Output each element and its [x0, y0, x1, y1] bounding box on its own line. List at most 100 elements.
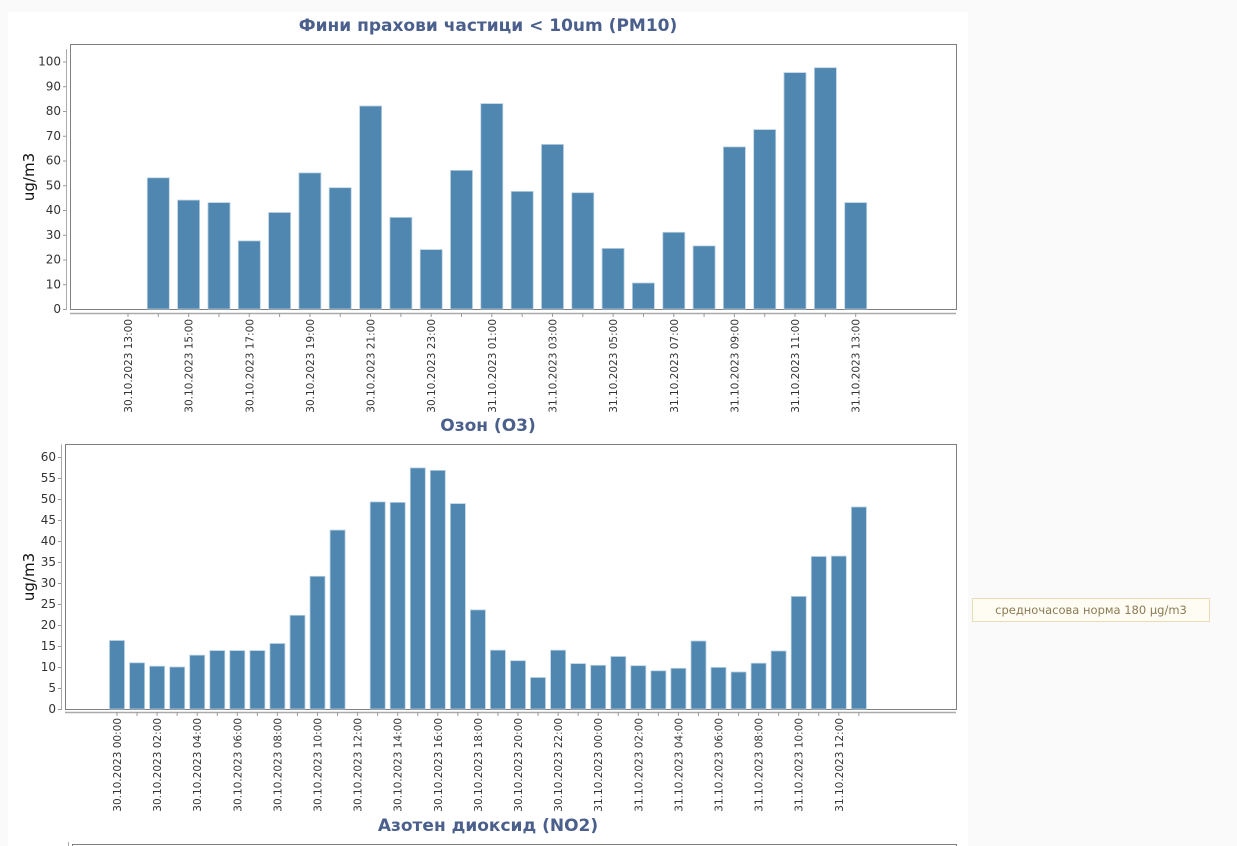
ozone-x-tick-label: 31.10.2023 06:00: [714, 718, 726, 812]
pm10-x-tick-label: 30.10.2023 21:00: [366, 319, 378, 413]
hourly-norm-note: средночасова норма 180 µg/m3: [972, 598, 1210, 622]
ozone-x-tick-label: 31.10.2023 10:00: [794, 718, 806, 812]
ozone-bar[interactable]: 30.10.2023 18:00: 23.6: [469, 609, 486, 710]
pm10-bar[interactable]: 30.10.2023 20:00: 49: [328, 187, 352, 310]
ozone-y-tick-label: 35: [41, 555, 56, 569]
pm10-bar[interactable]: 31.10.2023 02:00: 47.5: [510, 190, 534, 310]
ozone-y-tick-label: 10: [41, 660, 56, 674]
pm10-bar[interactable]: 31.10.2023 13:00: 43: [844, 202, 868, 310]
pm10-bar[interactable]: 31.10.2023 04:00: 47: [571, 192, 595, 310]
ozone-bar[interactable]: 31.10.2023 03:00: 9.1: [650, 670, 667, 710]
ozone-bar[interactable]: 31.10.2023 00:00: 10.4: [590, 664, 607, 710]
pm10-bar[interactable]: 31.10.2023 05:00: 24.5: [601, 247, 625, 310]
pm10-x-tick-label: 30.10.2023 13:00: [123, 319, 135, 413]
ozone-x-tick-label: 30.10.2023 02:00: [152, 718, 164, 812]
ozone-x-tick-label: 31.10.2023 02:00: [633, 718, 645, 812]
pm10-bar[interactable]: 30.10.2023 15:00: 44: [177, 199, 201, 310]
pm10-bar[interactable]: 31.10.2023 11:00: 95.5: [783, 72, 807, 310]
pm10-bar[interactable]: 31.10.2023 06:00: 10.5: [632, 282, 655, 310]
ozone-bar[interactable]: 30.10.2023 09:00: 22.3: [289, 614, 306, 710]
pm10-bar[interactable]: 31.10.2023 10:00: 72.5: [753, 129, 777, 310]
ozone-y-tick-label: 45: [41, 513, 56, 527]
pm10-bar[interactable]: 31.10.2023 01:00: 83: [480, 103, 504, 310]
pm10-x-tick-label: 30.10.2023 17:00: [244, 319, 256, 413]
pm10-bar[interactable]: 30.10.2023 17:00: 27.5: [237, 240, 261, 310]
ozone-x-tick-label: 31.10.2023 08:00: [754, 718, 766, 812]
pm10-bar[interactable]: 30.10.2023 16:00: 43: [207, 202, 231, 310]
pm10-y-tick-label: 90: [46, 79, 61, 93]
ozone-bar[interactable]: 31.10.2023 06:00: 9.9: [710, 667, 727, 710]
ozone-bar[interactable]: 30.10.2023 02:00: 10.2: [149, 665, 166, 710]
no2-chart-title: Азотен диоксид (NO2): [378, 816, 598, 836]
ozone-bar[interactable]: 30.10.2023 14:00: 49.2: [389, 501, 406, 710]
ozone-y-tick-label: 25: [41, 597, 56, 611]
ozone-bar[interactable]: 31.10.2023 04:00: 9.7: [670, 667, 687, 710]
ozone-x-tick-label: 31.10.2023 00:00: [593, 718, 605, 812]
pm10-bar[interactable]: 30.10.2023 18:00: 39: [268, 212, 292, 310]
ozone-bar[interactable]: 30.10.2023 17:00: 48.9: [449, 503, 466, 710]
ozone-bar[interactable]: 30.10.2023 20:00: 11.5: [510, 660, 526, 710]
ozone-y-tick-label: 0: [48, 702, 56, 716]
pm10-x-tick-label: 30.10.2023 19:00: [305, 319, 317, 413]
ozone-bar[interactable]: 30.10.2023 07:00: 13.9: [249, 650, 266, 710]
ozone-bar[interactable]: 30.10.2023 15:00: 57.4: [409, 467, 426, 710]
pm10-x-tick-label: 31.10.2023 09:00: [729, 319, 741, 413]
ozone-bar[interactable]: 30.10.2023 13:00: 49.3: [369, 501, 386, 710]
pm10-x-tick-label: 30.10.2023 15:00: [184, 319, 196, 413]
ozone-bar[interactable]: 31.10.2023 07:00: 8.8: [730, 671, 747, 710]
ozone-bar[interactable]: 31.10.2023 10:00: 26.8: [790, 596, 807, 710]
pm10-y-tick-label: 20: [46, 253, 61, 267]
pm10-x-tick-label: 31.10.2023 05:00: [608, 319, 620, 413]
pm10-bar[interactable]: 30.10.2023 19:00: 55: [298, 172, 322, 310]
ozone-bar[interactable]: 30.10.2023 01:00: 11: [129, 662, 146, 710]
pm10-bar[interactable]: 31.10.2023 08:00: 25.5: [692, 245, 716, 310]
ozone-bar[interactable]: 30.10.2023 03:00: 10: [169, 666, 186, 710]
ozone-bar[interactable]: 31.10.2023 13:00: 48.1: [851, 506, 867, 710]
pm10-y-tick-label: 70: [46, 129, 61, 143]
ozone-bar[interactable]: 30.10.2023 00:00: 16.3: [109, 640, 125, 710]
ozone-bar[interactable]: 31.10.2023 02:00: 10.3: [630, 665, 647, 710]
pm10-bar[interactable]: 30.10.2023 23:00: 24: [419, 249, 443, 310]
pm10-x-tick-label: 31.10.2023 11:00: [790, 319, 802, 413]
ozone-bar[interactable]: 30.10.2023 21:00: 7.5: [530, 677, 546, 710]
ozone-bar[interactable]: 31.10.2023 05:00: 16.2: [690, 640, 707, 710]
ozone-bar[interactable]: 31.10.2023 11:00: 36.3: [810, 556, 827, 710]
ozone-bar[interactable]: 30.10.2023 16:00: 56.8: [429, 469, 446, 710]
pm10-bar[interactable]: 30.10.2023 22:00: 37: [389, 216, 413, 310]
pm10-y-tick-label: 60: [46, 154, 61, 168]
ozone-x-tick-label: 31.10.2023 12:00: [834, 718, 846, 812]
pm10-chart: Фини прахови частици < 10um (PM10) ug/m3…: [20, 16, 957, 413]
ozone-bar[interactable]: 31.10.2023 08:00: 10.9: [750, 662, 767, 710]
ozone-bar[interactable]: 30.10.2023 05:00: 13.9: [209, 650, 226, 710]
pm10-bar[interactable]: 30.10.2023 21:00: 82: [359, 105, 383, 310]
pm10-bars: 30.10.2023 14:00: 53 30.10.2023 15:00: 44…: [146, 67, 868, 310]
ozone-bar[interactable]: 30.10.2023 04:00: 12.8: [189, 654, 206, 710]
ozone-bar[interactable]: 30.10.2023 06:00: 13.9: [229, 650, 246, 710]
pm10-x-tick-label: 31.10.2023 03:00: [547, 319, 559, 413]
ozone-bar[interactable]: 31.10.2023 12:00: 36.4: [830, 555, 847, 710]
no2-chart: Азотен диоксид (NO2): [68, 816, 957, 846]
pm10-bar[interactable]: 31.10.2023 12:00: 97.5: [814, 67, 837, 310]
ozone-bar[interactable]: 30.10.2023 10:00: 31.6: [309, 575, 326, 710]
ozone-bar[interactable]: 31.10.2023 09:00: 13.8: [770, 650, 787, 710]
ozone-x-tick-label: 31.10.2023 04:00: [673, 718, 685, 812]
ozone-bar[interactable]: 31.10.2023 01:00: 12.5: [610, 656, 627, 710]
ozone-bar[interactable]: 30.10.2023 22:00: 14: [550, 649, 566, 710]
pm10-y-tick-label: 100: [38, 55, 61, 69]
pm10-bar[interactable]: 31.10.2023 00:00: 56: [450, 169, 473, 310]
ozone-chart-title: Озон (O3): [440, 416, 536, 436]
ozone-bar[interactable]: 30.10.2023 23:00: 10.8: [570, 663, 587, 710]
pm10-bar[interactable]: 31.10.2023 07:00: 31: [662, 231, 686, 310]
pm10-bar[interactable]: 30.10.2023 14:00: 53: [146, 177, 170, 310]
ozone-bar[interactable]: 30.10.2023 11:00: 42.6: [329, 529, 346, 710]
pm10-bar[interactable]: 31.10.2023 09:00: 65.5: [723, 146, 746, 310]
ozone-x-axis: 30.10.2023 00:00 30.10.2023 02:00 30.10.20…: [65, 711, 956, 812]
pm10-x-axis: 30.10.2023 13:00 30.10.2023 15:00 30.10.20…: [70, 312, 956, 413]
ozone-chart: Озон (O3) ug/m3 0 5 10 15 20 25 30 35 40 45 50 55 60…: [20, 416, 957, 812]
pm10-bar[interactable]: 31.10.2023 03:00: 66.5: [541, 143, 564, 310]
ozone-bar[interactable]: 30.10.2023 08:00: 15.6: [269, 643, 286, 710]
ozone-y-tick-label: 30: [41, 576, 56, 590]
pm10-y-axis-label: ug/m3: [20, 153, 38, 201]
ozone-y-tick-label: 40: [41, 534, 56, 548]
ozone-bar[interactable]: 30.10.2023 19:00: 14: [489, 649, 506, 710]
